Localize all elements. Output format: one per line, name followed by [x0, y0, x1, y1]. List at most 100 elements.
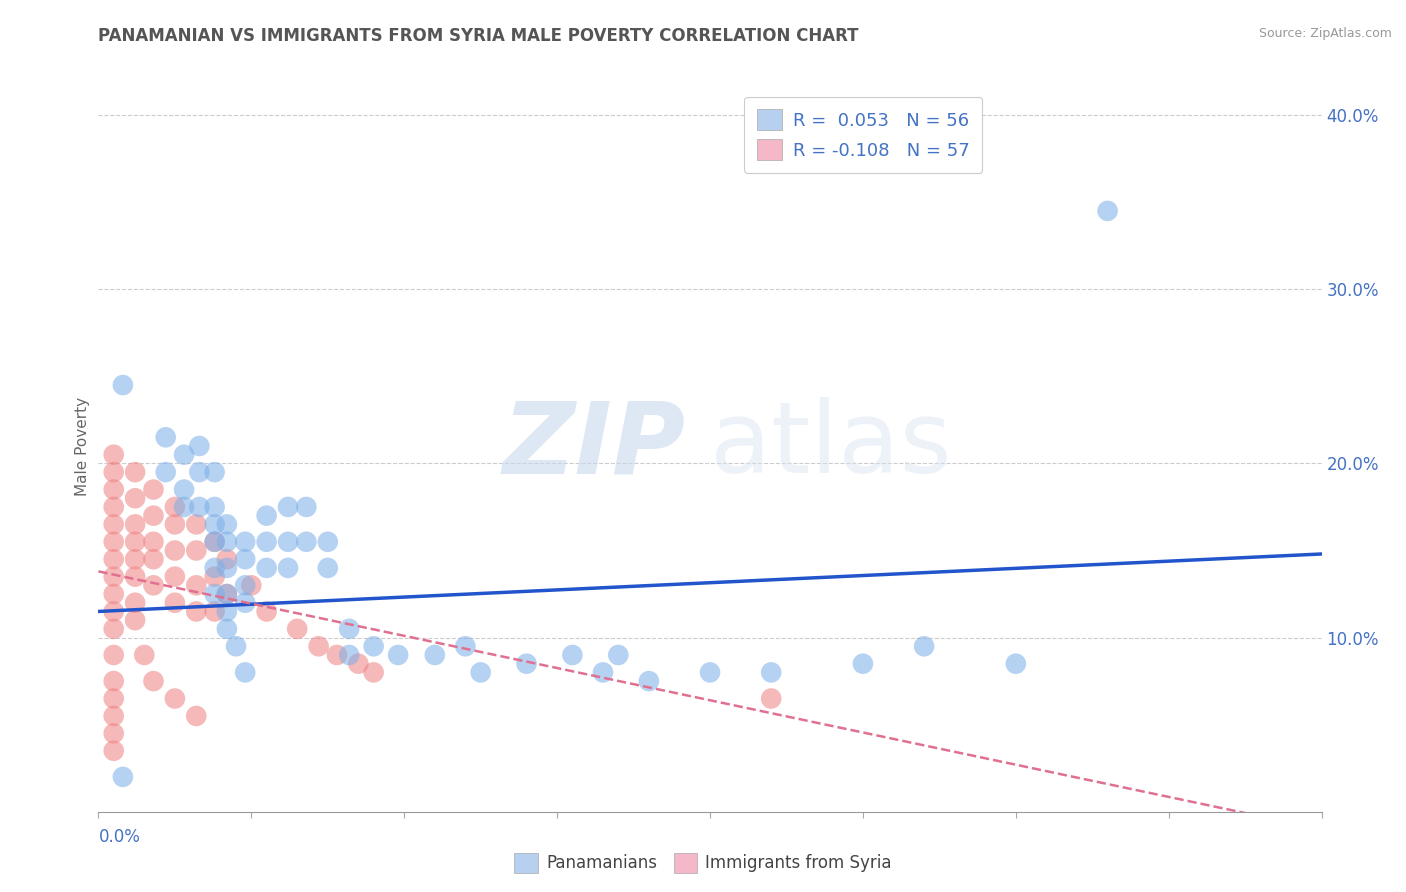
Point	[204, 604, 226, 618]
Point	[454, 640, 477, 654]
Point	[516, 657, 538, 671]
Point	[256, 508, 278, 523]
Point	[233, 578, 256, 592]
Point	[103, 552, 125, 566]
Point	[759, 691, 782, 706]
Point	[561, 648, 583, 662]
Point	[103, 465, 125, 479]
Point	[124, 534, 146, 549]
Point	[277, 561, 299, 575]
Text: Source: ZipAtlas.com: Source: ZipAtlas.com	[1258, 27, 1392, 40]
Point	[759, 665, 782, 680]
Point	[204, 534, 226, 549]
Point	[215, 604, 238, 618]
Point	[188, 500, 211, 514]
Point	[163, 691, 186, 706]
Point	[233, 665, 256, 680]
Point	[186, 578, 208, 592]
Text: PANAMANIAN VS IMMIGRANTS FROM SYRIA MALE POVERTY CORRELATION CHART: PANAMANIAN VS IMMIGRANTS FROM SYRIA MALE…	[98, 27, 859, 45]
Point	[142, 534, 165, 549]
Point	[124, 569, 146, 583]
Point	[277, 534, 299, 549]
Point	[295, 534, 318, 549]
Point	[363, 640, 385, 654]
Point	[111, 770, 134, 784]
Point	[103, 569, 125, 583]
Point	[256, 604, 278, 618]
Point	[337, 622, 360, 636]
Point	[163, 596, 186, 610]
Point	[256, 534, 278, 549]
Point	[103, 604, 125, 618]
Point	[142, 552, 165, 566]
Point	[233, 534, 256, 549]
Point	[470, 665, 492, 680]
Point	[142, 578, 165, 592]
Point	[215, 534, 238, 549]
Point	[204, 517, 226, 532]
Point	[142, 674, 165, 689]
Point	[347, 657, 370, 671]
Point	[124, 552, 146, 566]
Point	[163, 500, 186, 514]
Point	[124, 596, 146, 610]
Point	[186, 709, 208, 723]
Point	[142, 508, 165, 523]
Point	[103, 448, 125, 462]
Point	[308, 640, 330, 654]
Legend: Panamanians, Immigrants from Syria: Panamanians, Immigrants from Syria	[508, 847, 898, 880]
Point	[215, 517, 238, 532]
Point	[423, 648, 446, 662]
Point	[912, 640, 935, 654]
Point	[256, 561, 278, 575]
Legend: R =  0.053   N = 56, R = -0.108   N = 57: R = 0.053 N = 56, R = -0.108 N = 57	[744, 96, 983, 173]
Point	[103, 517, 125, 532]
Point	[316, 561, 339, 575]
Point	[204, 500, 226, 514]
Point	[124, 613, 146, 627]
Point	[103, 691, 125, 706]
Point	[233, 596, 256, 610]
Point	[124, 465, 146, 479]
Point	[387, 648, 409, 662]
Point	[607, 648, 630, 662]
Point	[186, 543, 208, 558]
Point	[124, 491, 146, 506]
Point	[173, 448, 195, 462]
Point	[295, 500, 318, 514]
Point	[103, 587, 125, 601]
Point	[103, 648, 125, 662]
Point	[337, 648, 360, 662]
Text: ZIP: ZIP	[502, 398, 686, 494]
Point	[173, 483, 195, 497]
Point	[204, 534, 226, 549]
Point	[188, 439, 211, 453]
Point	[215, 587, 238, 601]
Point	[103, 500, 125, 514]
Point	[111, 378, 134, 392]
Point	[163, 517, 186, 532]
Point	[155, 430, 177, 444]
Point	[103, 744, 125, 758]
Point	[1097, 203, 1119, 218]
Point	[326, 648, 349, 662]
Point	[277, 500, 299, 514]
Point	[592, 665, 614, 680]
Point	[124, 517, 146, 532]
Point	[204, 465, 226, 479]
Point	[188, 465, 211, 479]
Point	[316, 534, 339, 549]
Point	[103, 534, 125, 549]
Point	[155, 465, 177, 479]
Point	[163, 569, 186, 583]
Point	[186, 517, 208, 532]
Point	[852, 657, 875, 671]
Point	[103, 709, 125, 723]
Point	[240, 578, 263, 592]
Point	[215, 552, 238, 566]
Y-axis label: Male Poverty: Male Poverty	[75, 396, 90, 496]
Point	[233, 552, 256, 566]
Point	[363, 665, 385, 680]
Point	[103, 674, 125, 689]
Point	[637, 674, 661, 689]
